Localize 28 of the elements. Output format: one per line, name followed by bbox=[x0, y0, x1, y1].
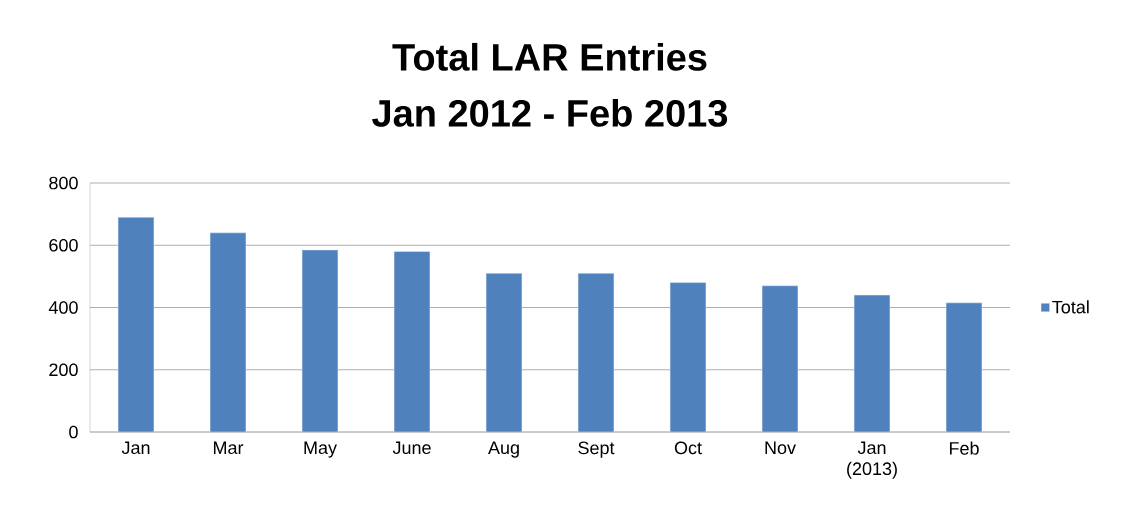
bar bbox=[577, 273, 615, 432]
x-tick-label: Jan (2013) bbox=[847, 441, 897, 479]
x-tick-label: Feb bbox=[949, 441, 979, 455]
x-tick-label: Sept bbox=[578, 441, 615, 458]
y-tick-label: 400 bbox=[48, 301, 78, 314]
bar bbox=[669, 282, 707, 432]
bar bbox=[393, 251, 431, 432]
y-tick-label: 800 bbox=[49, 176, 78, 190]
chart-title: Total LAR Entries bbox=[392, 42, 707, 71]
x-tick-label: May bbox=[304, 441, 337, 458]
bar bbox=[485, 273, 523, 432]
y-tick-label: 600 bbox=[49, 238, 78, 252]
y-tick-label: 200 bbox=[49, 363, 78, 377]
bar bbox=[761, 285, 799, 432]
bar bbox=[945, 302, 983, 432]
bar bbox=[301, 249, 339, 432]
x-tick-label: Oct bbox=[674, 441, 702, 455]
bar bbox=[209, 232, 247, 432]
bar bbox=[117, 216, 155, 432]
x-tick-label: June bbox=[392, 441, 431, 455]
bar bbox=[853, 294, 891, 432]
y-tick-label: 0 bbox=[69, 425, 78, 439]
x-tick-label: Nov bbox=[765, 441, 796, 455]
x-tick-label: Jan bbox=[121, 441, 150, 455]
legend-label: Total bbox=[1052, 300, 1089, 314]
x-tick-label: Aug bbox=[488, 441, 519, 458]
x-tick-label: Mar bbox=[213, 441, 244, 455]
chart-subtitle: Jan 2012 - Feb 2013 bbox=[372, 98, 728, 127]
